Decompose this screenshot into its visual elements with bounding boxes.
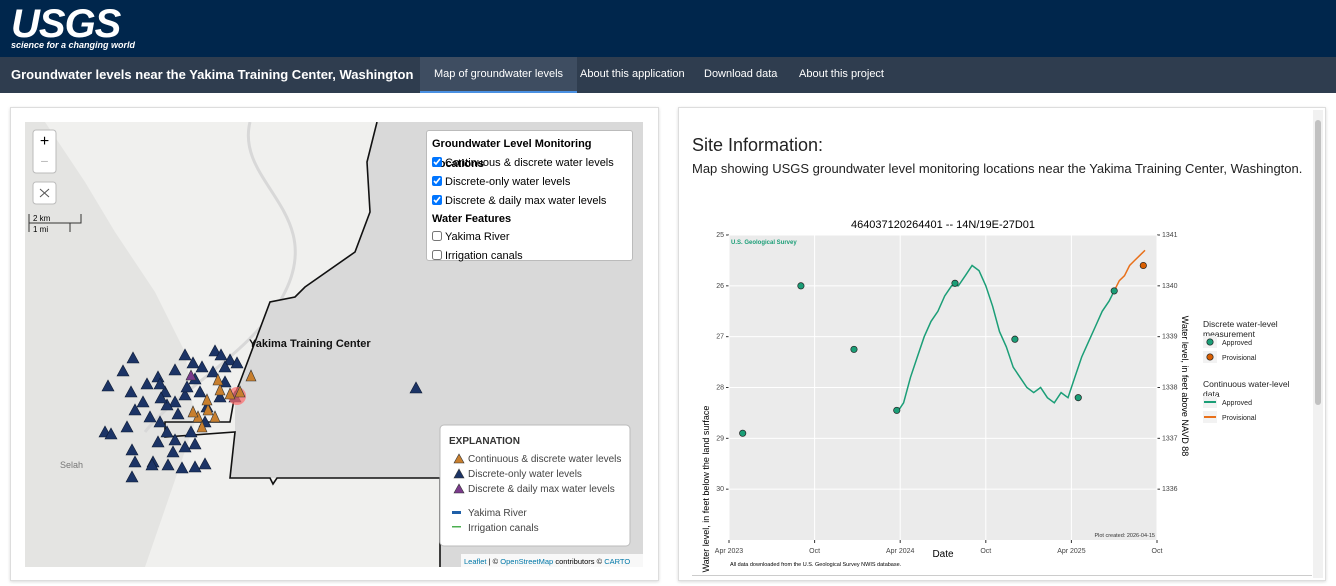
y2-axis-label: Water level, in feet above NAVD 88 xyxy=(1180,316,1190,457)
y-tick-label: 27 xyxy=(716,334,724,341)
footnote: All data downloaded from the U.S. Geolog… xyxy=(730,562,902,568)
x-tick-label: Oct xyxy=(809,548,820,555)
scroll-thumb[interactable] xyxy=(1315,120,1321,405)
hydrograph: 464037120264401 -- 14N/19E-27D01 Water l… xyxy=(690,210,1300,576)
place-label: Selah xyxy=(60,460,83,470)
nav-tab[interactable]: Download data xyxy=(690,57,791,91)
layer-checkbox[interactable] xyxy=(432,231,442,241)
legend-label: Irrigation canals xyxy=(468,523,539,534)
scale-label: 2 km xyxy=(33,214,51,223)
info-description: Map showing USGS groundwater level monit… xyxy=(692,161,1302,176)
attribution-link[interactable]: CARTO xyxy=(604,557,630,566)
legend-title: EXPLANATION xyxy=(449,436,520,447)
legend-icon xyxy=(452,526,461,528)
discrete-point xyxy=(739,430,745,436)
layer-label: Continuous & discrete water levels xyxy=(445,157,614,169)
layer-option[interactable]: Yakima River xyxy=(432,228,632,247)
discrete-point xyxy=(1140,262,1146,268)
y2-tick-label: 1337 xyxy=(1162,435,1178,442)
y2-tick-label: 1339 xyxy=(1162,334,1178,341)
legend-label: Provisional xyxy=(1222,415,1257,422)
attribution-link[interactable]: OpenStreetMap xyxy=(500,557,553,566)
attribution: Leaflet | © OpenStreetMap contributors ©… xyxy=(464,557,630,566)
layer-option[interactable]: Discrete-only water levels xyxy=(432,173,632,192)
y-tick-label: 26 xyxy=(716,283,724,290)
app-title: Groundwater levels near the Yakima Train… xyxy=(11,67,413,82)
discrete-point xyxy=(1075,394,1081,400)
legend-title-line: Discrete water-level xyxy=(1203,319,1278,329)
y2-tick-label: 1336 xyxy=(1162,486,1178,493)
y-tick-label: 28 xyxy=(716,385,724,392)
y2-tick-label: 1338 xyxy=(1162,385,1178,392)
layer-option[interactable]: Discrete & daily max water levels xyxy=(432,192,632,211)
layer-checkbox[interactable] xyxy=(432,195,442,205)
x-axis-label: Date xyxy=(932,549,954,560)
legend-label: Discrete & daily max water levels xyxy=(468,484,615,495)
nav-tab[interactable]: About this project xyxy=(785,57,898,91)
legend-label: Approved xyxy=(1222,340,1252,347)
scale-label: 1 mi xyxy=(33,225,48,234)
layer-control: Groundwater Level Monitoring Locations C… xyxy=(426,130,633,261)
attribution-link[interactable]: Leaflet xyxy=(464,557,487,566)
x-tick-label: Oct xyxy=(1152,548,1163,555)
legend-label: Yakima River xyxy=(468,508,527,519)
y-axis-label: Water level, in feet below the land surf… xyxy=(701,406,711,573)
table-edge xyxy=(692,575,1312,577)
place-label: Yakima Training Center xyxy=(249,338,371,350)
attribution-text: | © xyxy=(489,557,499,566)
layer-option[interactable]: Irrigation canals xyxy=(432,247,632,266)
legend-title-line: Continuous water-level xyxy=(1203,379,1290,389)
y-tick-label: 25 xyxy=(716,232,724,239)
legend-label: Approved xyxy=(1222,400,1252,407)
x-tick-label: Oct xyxy=(980,548,991,555)
x-tick-label: Apr 2023 xyxy=(715,548,744,555)
discrete-point xyxy=(952,280,958,286)
nav-tab[interactable]: About this application xyxy=(566,57,699,91)
legend-swatch xyxy=(1207,354,1213,360)
layer-option[interactable]: Continuous & discrete water levels xyxy=(432,154,632,173)
site-header xyxy=(0,0,1336,57)
y2-tick-label: 1340 xyxy=(1162,283,1178,290)
layer-checkbox[interactable] xyxy=(432,157,442,167)
layer-title: Groundwater Level Monitoring Locations xyxy=(432,134,632,154)
legend-label: Provisional xyxy=(1222,355,1257,362)
y-tick-label: 30 xyxy=(716,486,724,493)
plot-created: Plot created: 2026-04-15 xyxy=(1094,533,1155,539)
discrete-point xyxy=(798,283,804,289)
info-heading: Site Information: xyxy=(692,135,823,156)
attribution-text: contributors © xyxy=(555,557,602,566)
zoom-in[interactable]: + xyxy=(40,133,49,150)
x-tick-label: Apr 2025 xyxy=(1057,548,1086,555)
layer-checkbox[interactable] xyxy=(432,176,442,186)
layer-title: Water Features xyxy=(432,211,632,228)
layer-label: Yakima River xyxy=(445,231,510,243)
legend-label: Continuous & discrete water levels xyxy=(468,454,621,465)
legend-swatch xyxy=(1207,339,1213,345)
chart-title: 464037120264401 -- 14N/19E-27D01 xyxy=(851,219,1035,231)
layer-label: Discrete & daily max water levels xyxy=(445,195,606,207)
chart-subtitle: U.S. Geological Survey xyxy=(731,240,797,246)
discrete-point xyxy=(851,346,857,352)
discrete-point xyxy=(894,407,900,413)
discrete-point xyxy=(1111,288,1117,294)
tagline: science for a changing world xyxy=(11,40,135,50)
layer-label: Discrete-only water levels xyxy=(445,176,570,188)
y2-tick-label: 1341 xyxy=(1162,232,1178,239)
x-tick-label: Apr 2024 xyxy=(886,548,915,555)
discrete-point xyxy=(1012,336,1018,342)
legend-label: Discrete-only water levels xyxy=(468,469,582,480)
legend-icon xyxy=(452,511,461,514)
zoom-out[interactable]: − xyxy=(40,153,48,169)
scrollbar[interactable] xyxy=(1313,110,1323,578)
y-tick-label: 29 xyxy=(716,435,724,442)
nav-tab[interactable]: Map of groundwater levels xyxy=(420,57,577,93)
layer-label: Irrigation canals xyxy=(445,250,523,262)
layer-checkbox[interactable] xyxy=(432,250,442,260)
